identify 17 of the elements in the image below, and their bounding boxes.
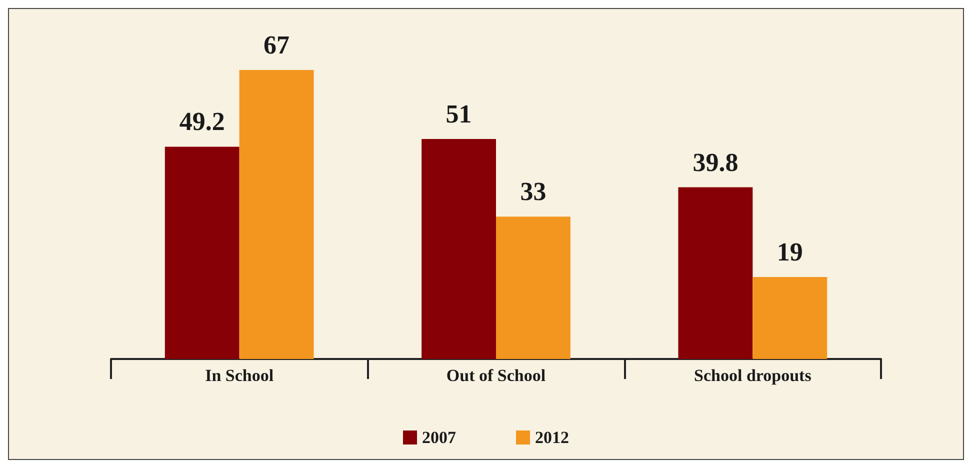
- data-label: 39.8: [692, 148, 738, 177]
- data-label: 51: [446, 99, 472, 128]
- legend-label: 2012: [535, 428, 569, 447]
- data-label: 33: [520, 177, 546, 206]
- x-tick-label: Out of School: [446, 366, 546, 385]
- legend-label: 2007: [422, 428, 456, 447]
- data-label: 67: [264, 30, 290, 60]
- x-tick-label: In School: [205, 366, 274, 385]
- data-label: 19: [776, 238, 803, 267]
- bar: [239, 70, 314, 359]
- bar: [678, 187, 753, 359]
- bar: [164, 146, 240, 359]
- bar: [496, 216, 570, 359]
- bar: [752, 277, 828, 359]
- x-tick-label: School dropouts: [694, 366, 812, 385]
- bar: [422, 138, 496, 359]
- data-label: 49.2: [179, 107, 225, 136]
